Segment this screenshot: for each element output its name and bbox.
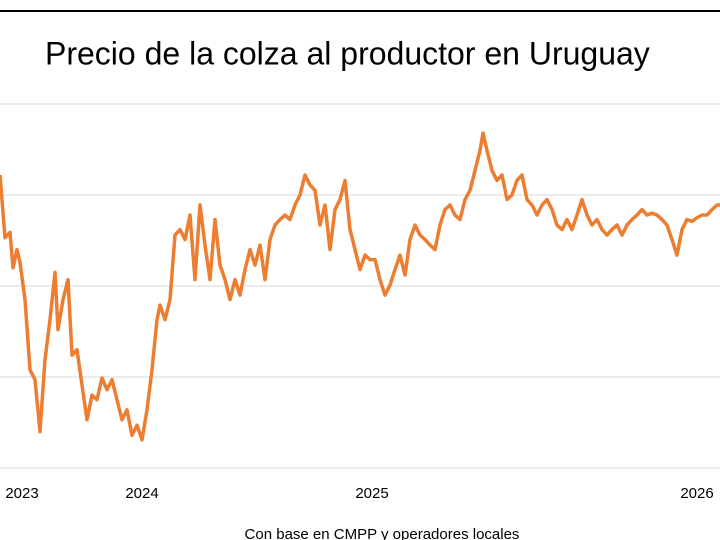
x-tick-label: 2023 — [5, 485, 38, 502]
chart-subtitle: Con base en CMPP y operadores locales — [245, 526, 520, 540]
data-line — [0, 131, 720, 442]
x-tick-label: 2024 — [125, 485, 158, 502]
x-tick-label: 2026 — [680, 485, 713, 502]
x-tick-label: 2025 — [355, 485, 388, 502]
chart-title: Precio de la colza al productor en Urugu… — [45, 35, 650, 71]
